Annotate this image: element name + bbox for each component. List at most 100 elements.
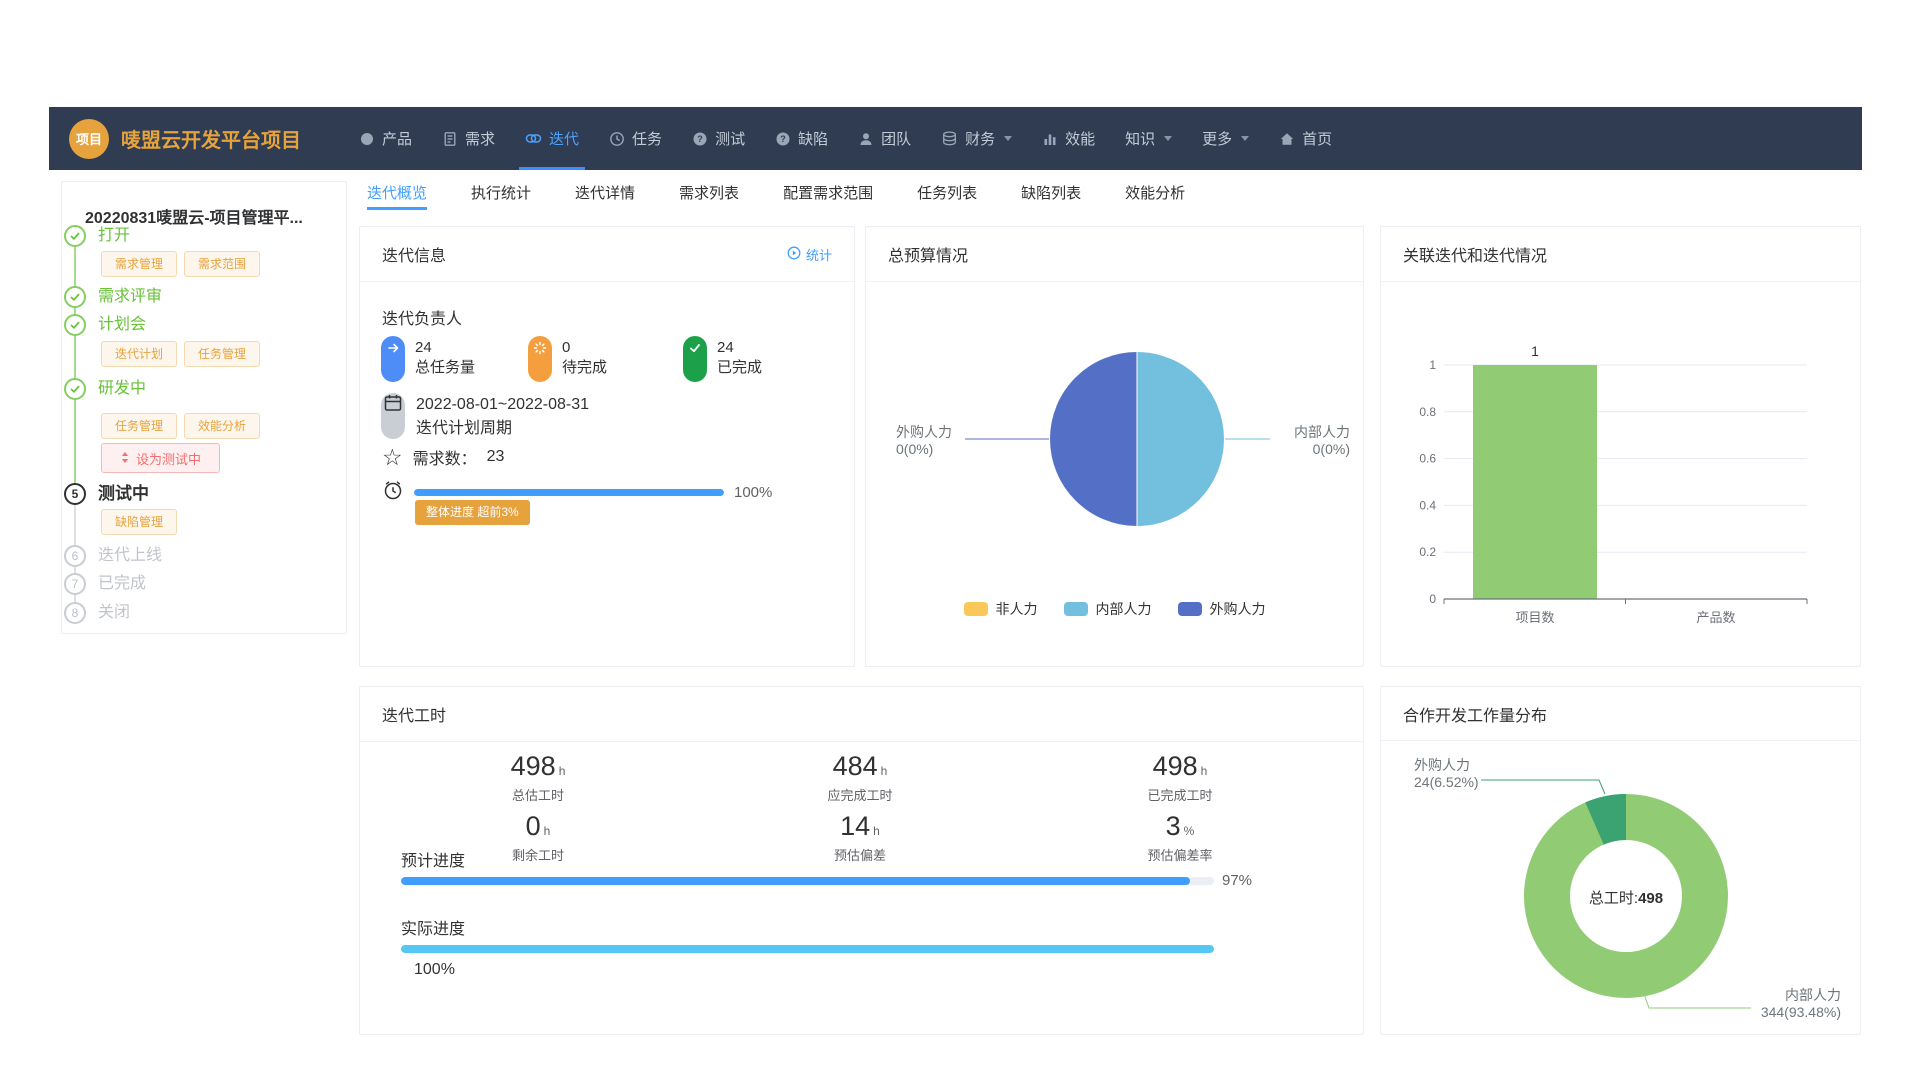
budget-card: 总预算情况 外购人力 0(0%) 内部人力 0(0%) 非人力 内部人力 外购人力 — [865, 226, 1364, 667]
card-title: 总预算情况 — [888, 248, 969, 265]
stat-label: 已完成 — [717, 359, 763, 376]
step-label-finished[interactable]: 已完成 — [98, 575, 147, 592]
menu-item-product[interactable]: 产品 — [359, 107, 412, 170]
step-label-review[interactable]: 需求评审 — [98, 288, 163, 305]
timeline-rail-done — [74, 236, 76, 494]
menu-item-home[interactable]: 首页 — [1279, 107, 1332, 170]
defect-manage-button[interactable]: 缺陷管理 — [101, 509, 178, 535]
overall-progress-row: 100% — [382, 479, 772, 506]
budget-pie-chart — [965, 352, 1270, 526]
tab-performance-analysis[interactable]: 效能分析 — [1125, 184, 1186, 202]
svg-text:1: 1 — [1429, 358, 1436, 372]
step-dot-developing — [64, 378, 86, 400]
bar-projects[interactable] — [1473, 365, 1597, 599]
stats-link[interactable]: 统计 — [787, 245, 832, 264]
stat-value: 24 — [415, 339, 432, 356]
step-label-testing[interactable]: 测试中 — [98, 484, 149, 503]
chevron-down-icon — [1004, 136, 1013, 141]
svg-text:0.6: 0.6 — [1419, 452, 1436, 466]
donut-leader-internal — [1643, 993, 1751, 1009]
document-icon — [442, 131, 458, 147]
section-tabs: 迭代概览 执行统计 迭代详情 需求列表 配置需求范围 任务列表 缺陷列表 效能分… — [359, 171, 1862, 213]
actual-progress-label: 实际进度 — [401, 921, 466, 938]
donut-label-internal: 内部人力 344(93.48%) — [1760, 987, 1841, 1020]
menu-item-test[interactable]: ? 测试 — [692, 107, 745, 170]
chevron-down-icon — [1241, 136, 1250, 141]
requirement-scope-button[interactable]: 需求范围 — [184, 251, 261, 277]
pie-label-outsourced: 外购人力 0(0%) — [896, 424, 952, 457]
legend-item-internal[interactable]: 内部人力 — [1063, 599, 1152, 619]
step-label-planning[interactable]: 计划会 — [98, 316, 147, 333]
svg-text:?: ? — [697, 134, 703, 144]
menu-item-finance[interactable]: 财务 — [941, 107, 1013, 170]
svg-text:0.8: 0.8 — [1419, 405, 1436, 419]
task-manage-button[interactable]: 任务管理 — [184, 341, 261, 367]
period-value: 2022-08-01~2022-08-31 — [416, 396, 590, 413]
stat-label: 待完成 — [562, 359, 608, 376]
svg-text:0: 0 — [1429, 592, 1436, 606]
legend-item-nonhuman[interactable]: 非人力 — [963, 599, 1038, 619]
pie-slice-outsourced[interactable] — [1050, 352, 1137, 526]
card-title: 关联迭代和迭代情况 — [1403, 248, 1548, 265]
performance-analysis-button[interactable]: 效能分析 — [184, 413, 261, 439]
card-title: 迭代工时 — [382, 708, 447, 725]
tab-requirement-list[interactable]: 需求列表 — [679, 184, 740, 202]
requirement-label: 需求数： — [412, 451, 477, 468]
tab-defect-list[interactable]: 缺陷列表 — [1021, 184, 1082, 202]
project-logo-badge: 项目 — [69, 118, 109, 159]
tab-config-requirement-scope[interactable]: 配置需求范围 — [783, 184, 874, 202]
bar-category-products: 产品数 — [1696, 610, 1735, 625]
task-manage-button[interactable]: 任务管理 — [101, 413, 178, 439]
step-label-open[interactable]: 打开 — [98, 227, 131, 244]
menu-item-knowledge[interactable]: 知识 — [1125, 107, 1173, 170]
step-dot-launch: 6 — [64, 545, 86, 567]
menu-item-defect[interactable]: ? 缺陷 — [775, 107, 828, 170]
calendar-icon — [384, 395, 402, 411]
question-circle-icon: ? — [692, 131, 708, 147]
stat-label: 总任务量 — [415, 359, 476, 376]
step-label-closed[interactable]: 关闭 — [98, 604, 131, 621]
iteration-period: 2022-08-01~2022-08-31 迭代计划周期 — [381, 393, 589, 441]
iteration-plan-button[interactable]: 迭代计划 — [101, 341, 178, 367]
bar-category-projects: 项目数 — [1515, 610, 1554, 625]
menu-item-requirement[interactable]: 需求 — [442, 107, 495, 170]
alarm-clock-icon — [382, 479, 404, 506]
menu-item-more[interactable]: 更多 — [1202, 107, 1250, 170]
legend-item-outsourced[interactable]: 外购人力 — [1177, 599, 1266, 619]
stat-pending: 0 待完成 — [528, 336, 607, 382]
requirement-manage-button[interactable]: 需求管理 — [101, 251, 178, 277]
menu-item-iteration[interactable]: 迭代 — [519, 107, 586, 170]
related-bar-chart: 0 0.2 0.4 0.6 0.8 1 1 项目数 产品数 — [1419, 343, 1808, 625]
requirement-count-row: ☆ 需求数： 23 — [382, 445, 504, 469]
donut-slice-outsourced[interactable] — [1585, 793, 1626, 845]
pie-slice-internal[interactable] — [1137, 352, 1224, 526]
step-dot-finished: 7 — [64, 573, 86, 595]
menu-item-task[interactable]: 任务 — [609, 107, 662, 170]
product-icon — [359, 131, 375, 147]
menu-item-team[interactable]: 团队 — [858, 107, 911, 170]
stat-value: 24 — [717, 339, 734, 356]
tab-task-list[interactable]: 任务列表 — [917, 184, 978, 202]
svg-text:?: ? — [780, 134, 786, 144]
requirement-count: 23 — [486, 448, 505, 465]
home-icon — [1279, 131, 1295, 147]
database-icon — [941, 130, 958, 147]
step-label-launch[interactable]: 迭代上线 — [98, 547, 163, 564]
top-navbar: 项目 唛盟云开发平台项目 产品 需求 迭代 任务 ? 测试 — [49, 107, 1862, 170]
bar-value-label: 1 — [1531, 343, 1539, 359]
iteration-info-card: 迭代信息 统计 迭代负责人 24 总任务量 0 待完成 24 已完成 2022-08-… — [359, 226, 855, 667]
iteration-name: 20220831唛盟云-项目管理平... — [85, 210, 303, 227]
set-testing-button[interactable]: 设为测试中 — [101, 443, 221, 473]
menu-item-performance[interactable]: 效能 — [1042, 107, 1095, 170]
period-label: 迭代计划周期 — [416, 420, 513, 437]
stat-value: 0 — [562, 339, 571, 356]
actual-progress-bar — [401, 945, 1214, 953]
planned-progress-label: 预计进度 — [401, 853, 466, 870]
step-label-developing[interactable]: 研发中 — [98, 380, 147, 397]
donut-center-label: 总工时:498 — [1588, 890, 1664, 907]
tab-iteration-overview[interactable]: 迭代概览 — [367, 171, 428, 213]
tab-execution-stats[interactable]: 执行统计 — [471, 184, 532, 202]
tab-iteration-detail[interactable]: 迭代详情 — [575, 184, 636, 202]
pie-legend: 非人力 内部人力 外购人力 — [866, 599, 1363, 619]
